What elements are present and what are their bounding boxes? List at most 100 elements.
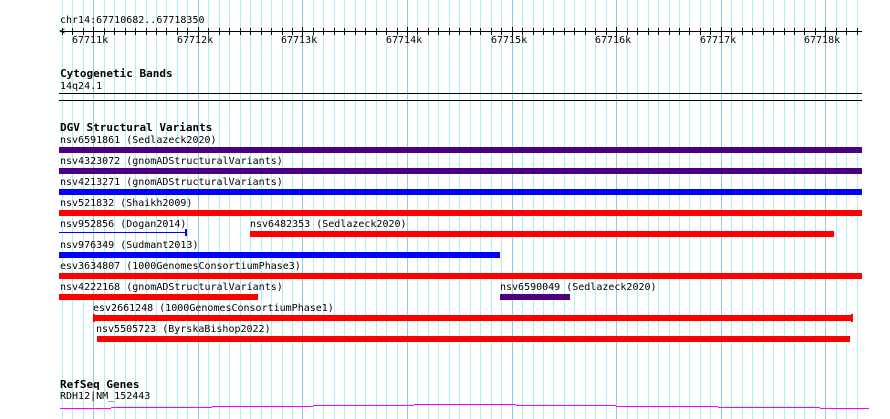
major-grid-line bbox=[93, 0, 94, 419]
sv-feature-label: nsv521832 (Shaikh2009) bbox=[60, 198, 193, 209]
minor-grid-line bbox=[187, 0, 188, 419]
gene-segment bbox=[414, 404, 516, 405]
ruler-tick bbox=[376, 28, 377, 35]
ruler-tick bbox=[564, 28, 565, 35]
sv-feature-bar[interactable] bbox=[59, 252, 500, 258]
ruler-tick bbox=[512, 27, 513, 36]
ruler-tick bbox=[219, 28, 220, 35]
major-grid-line bbox=[407, 0, 408, 419]
sv-feature-bar[interactable] bbox=[59, 189, 862, 195]
ruler-tick bbox=[208, 28, 209, 35]
gene-segment bbox=[820, 408, 869, 409]
minor-grid-line bbox=[376, 0, 377, 419]
sv-feature-bar[interactable] bbox=[250, 231, 834, 237]
minor-grid-line bbox=[564, 0, 565, 419]
minor-grid-line bbox=[710, 0, 711, 419]
sv-feature-label: nsv976349 (Sudmant2013) bbox=[60, 240, 199, 251]
ruler-tick bbox=[386, 28, 387, 35]
ruler-tick bbox=[815, 28, 816, 35]
minor-grid-line bbox=[240, 0, 241, 419]
ruler-tick bbox=[282, 28, 283, 35]
minor-grid-line bbox=[553, 0, 554, 419]
minor-grid-line bbox=[606, 0, 607, 419]
sv-feature-bar[interactable] bbox=[93, 315, 851, 321]
minor-grid-line bbox=[386, 0, 387, 419]
sv-feature-label: nsv952856 (Dogan2014) bbox=[60, 219, 187, 230]
ruler-tick bbox=[669, 28, 670, 35]
sv-feature-label: nsv5505723 (ByrskaBishop2022) bbox=[96, 324, 271, 335]
track-title-refseq[interactable]: RefSeq Genes bbox=[60, 378, 140, 391]
gene-segment bbox=[111, 407, 212, 408]
minor-grid-line bbox=[323, 0, 324, 419]
minor-grid-line bbox=[763, 0, 764, 419]
ruler-tick bbox=[344, 28, 345, 35]
minor-grid-line bbox=[815, 0, 816, 419]
ruler-tick bbox=[710, 28, 711, 35]
track-title-cytogenetic-bands[interactable]: Cytogenetic Bands bbox=[60, 67, 173, 80]
minor-grid-line bbox=[219, 0, 220, 419]
minor-grid-line bbox=[292, 0, 293, 419]
ruler-tick bbox=[397, 28, 398, 35]
sv-feature-bar[interactable] bbox=[500, 294, 570, 300]
sv-feature-bar[interactable] bbox=[59, 294, 258, 300]
minor-grid-line bbox=[658, 0, 659, 419]
minor-grid-line bbox=[522, 0, 523, 419]
major-grid-line bbox=[721, 0, 722, 419]
sv-feature-bar[interactable] bbox=[97, 336, 850, 342]
minor-grid-line bbox=[208, 0, 209, 419]
minor-grid-line bbox=[773, 0, 774, 419]
ruler-tick bbox=[166, 28, 167, 35]
minor-grid-line bbox=[470, 0, 471, 419]
sv-feature-label: nsv6590049 (Sedlazeck2020) bbox=[500, 282, 657, 293]
gene-segment bbox=[516, 405, 616, 406]
gene-segment bbox=[60, 408, 111, 409]
ruler-tick bbox=[857, 28, 858, 35]
sv-feature-label: nsv4323072 (gnomADStructuralVariants) bbox=[60, 156, 283, 167]
gene-label[interactable]: RDH12|NM_152443 bbox=[60, 391, 151, 402]
minor-grid-line bbox=[428, 0, 429, 419]
minor-grid-line bbox=[313, 0, 314, 419]
ruler-tick bbox=[616, 27, 617, 36]
gene-segment bbox=[616, 406, 718, 407]
ruler-tick-label: 67718k bbox=[804, 35, 841, 46]
sv-feature-bar[interactable] bbox=[59, 232, 187, 233]
ruler-tick bbox=[763, 28, 764, 35]
major-grid-line bbox=[825, 0, 826, 419]
sv-feature-bar[interactable] bbox=[59, 168, 862, 174]
minor-grid-line bbox=[355, 0, 356, 419]
minor-grid-line bbox=[784, 0, 785, 419]
sv-feature-bar[interactable] bbox=[59, 210, 862, 216]
minor-grid-line bbox=[731, 0, 732, 419]
minor-grid-line bbox=[365, 0, 366, 419]
ruler-tick bbox=[334, 28, 335, 35]
ruler-axis bbox=[61, 31, 862, 32]
ruler-tick bbox=[480, 28, 481, 35]
ruler-tick bbox=[313, 28, 314, 35]
minor-grid-line bbox=[125, 0, 126, 419]
minor-grid-line bbox=[491, 0, 492, 419]
track-title-dgv[interactable]: DGV Structural Variants bbox=[60, 121, 213, 134]
minor-grid-line bbox=[585, 0, 586, 419]
ruler-tick bbox=[533, 28, 534, 35]
ruler-tick bbox=[229, 28, 230, 35]
sv-feature-label: esv3634807 (1000GenomesConsortiumPhase3) bbox=[60, 261, 301, 272]
sv-feature-bar[interactable] bbox=[59, 147, 862, 153]
ruler-tick bbox=[731, 28, 732, 35]
ruler-tick-label: 67716k bbox=[595, 35, 632, 46]
ruler-tick bbox=[250, 28, 251, 35]
minor-grid-line bbox=[229, 0, 230, 419]
ruler-tick bbox=[491, 28, 492, 35]
ruler-tick bbox=[784, 28, 785, 35]
ruler-tick bbox=[271, 28, 272, 35]
ruler-tick bbox=[804, 28, 805, 35]
ruler-tick bbox=[595, 28, 596, 35]
ruler-tick bbox=[658, 28, 659, 35]
minor-grid-line bbox=[679, 0, 680, 419]
minor-grid-line bbox=[271, 0, 272, 419]
ruler-tick bbox=[825, 27, 826, 36]
sv-feature-bar[interactable] bbox=[59, 273, 862, 279]
ruler-tick bbox=[846, 28, 847, 35]
minor-grid-line bbox=[689, 0, 690, 419]
minor-grid-line bbox=[104, 0, 105, 419]
minor-grid-line bbox=[250, 0, 251, 419]
